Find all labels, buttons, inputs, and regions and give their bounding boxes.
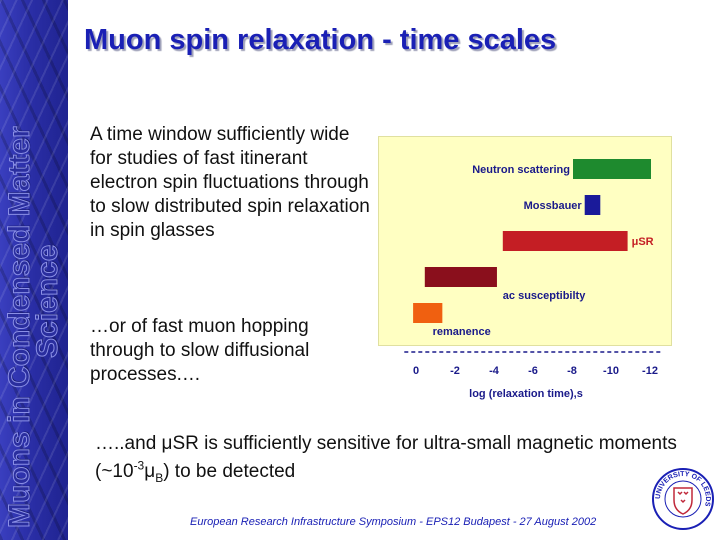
side-banner: Muons in Condensed Matter Science xyxy=(0,0,68,540)
bar-label-2: μSR xyxy=(632,236,654,248)
bar-label-0: Neutron scattering xyxy=(472,164,570,176)
bar-0 xyxy=(573,159,651,179)
chart-axis-area: 0 -2 -4 -6 -8 -10 -12 log (relaxation time),s xyxy=(404,351,662,400)
seal-emblem xyxy=(677,491,689,504)
sensitivity-suffix: ) to be detected xyxy=(163,461,296,482)
bar-label-3: ac susceptibilty xyxy=(503,290,586,302)
bohr-subscript: B xyxy=(155,470,164,485)
seal-inner-ring xyxy=(664,480,702,518)
footer-text: European Research Infrastructure Symposi… xyxy=(190,516,597,528)
mu-symbol: μ xyxy=(144,461,156,482)
tick-label-1: -2 xyxy=(450,365,460,377)
banner-text: Muons in Condensed Matter Science xyxy=(3,126,65,529)
university-seal: UNIVERSITY OF LEEDS xyxy=(652,468,714,530)
paragraph-muon-hopping: …or of fast muon hopping through to slow… xyxy=(90,316,310,385)
bar-label-1: Mossbauer xyxy=(524,200,583,212)
timescale-chart-svg: Neutron scattering Mossbauer μSR ac suscept… xyxy=(413,159,654,338)
sensitivity-prefix: …..and μSR is sufficiently sensitive for… xyxy=(95,433,677,482)
banner-texture xyxy=(0,0,68,540)
timescale-chart: Neutron scattering Mossbauer μSR ac suscept… xyxy=(378,136,672,346)
paragraph-sensitivity: …..and μSR is sufficiently sensitive for… xyxy=(95,430,715,486)
bar-2 xyxy=(502,231,628,251)
bar-label-4: remanence xyxy=(433,326,491,338)
banner-line2: Science xyxy=(31,244,65,358)
slide-title: Muon spin relaxation - time scales xyxy=(84,24,557,56)
exponent: -3 xyxy=(133,458,145,473)
tick-label-5: -10 xyxy=(603,365,619,377)
x-axis-label: log (relaxation time),s xyxy=(469,388,583,400)
bar-3 xyxy=(424,267,497,287)
tick-label-2: -4 xyxy=(489,365,500,377)
tick-label-0: 0 xyxy=(413,365,419,377)
tick-label-3: -6 xyxy=(528,365,538,377)
tick-label-6: -12 xyxy=(642,365,658,377)
bar-4 xyxy=(413,303,443,323)
tick-label-4: -8 xyxy=(567,365,577,377)
bar-1 xyxy=(584,195,601,215)
paragraph-time-window: A time window sufficiently wide for stud… xyxy=(90,124,370,241)
